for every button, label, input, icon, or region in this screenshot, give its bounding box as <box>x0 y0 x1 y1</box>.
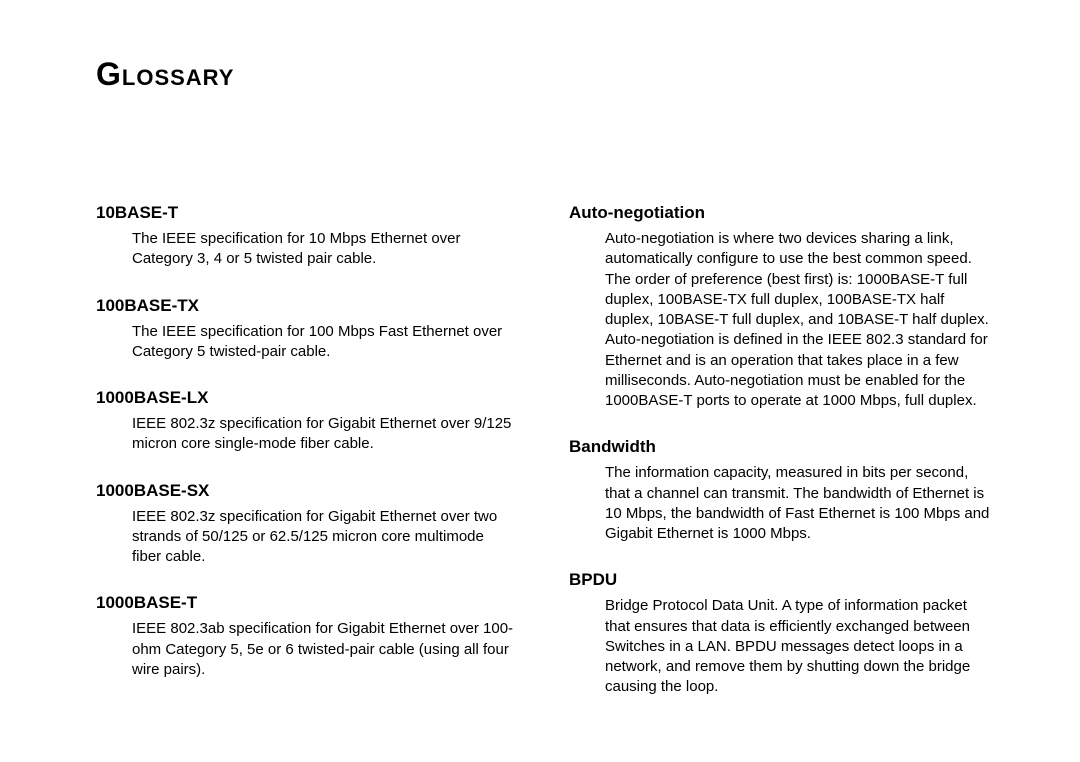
term-label: BPDU <box>569 570 990 590</box>
right-column: Auto-negotiation Auto-negotiation is whe… <box>569 203 990 724</box>
term-label: 1000BASE-SX <box>96 481 517 501</box>
glossary-entry: 1000BASE-LX IEEE 802.3z specification fo… <box>96 388 517 455</box>
glossary-entry: 1000BASE-SX IEEE 802.3z specification fo… <box>96 481 517 568</box>
page-title: Glossary <box>96 56 990 93</box>
term-label: Auto-negotiation <box>569 203 990 223</box>
term-label: 10BASE-T <box>96 203 517 223</box>
definition-text: The IEEE specification for 10 Mbps Ether… <box>96 229 517 270</box>
glossary-entry: 1000BASE-T IEEE 802.3ab specification fo… <box>96 593 517 680</box>
definition-text: IEEE 802.3ab specification for Gigabit E… <box>96 619 517 680</box>
glossary-entry: Auto-negotiation Auto-negotiation is whe… <box>569 203 990 411</box>
glossary-entry: Bandwidth The information capacity, meas… <box>569 437 990 544</box>
definition-text: Auto-negotiation is where two devices sh… <box>569 229 990 411</box>
glossary-entry: 10BASE-T The IEEE specification for 10 M… <box>96 203 517 270</box>
term-label: Bandwidth <box>569 437 990 457</box>
definition-text: IEEE 802.3z specification for Gigabit Et… <box>96 507 517 568</box>
glossary-entry: BPDU Bridge Protocol Data Unit. A type o… <box>569 570 990 697</box>
glossary-entry: 100BASE-TX The IEEE specification for 10… <box>96 296 517 363</box>
term-label: 1000BASE-T <box>96 593 517 613</box>
definition-text: IEEE 802.3z specification for Gigabit Et… <box>96 414 517 455</box>
term-label: 100BASE-TX <box>96 296 517 316</box>
definition-text: Bridge Protocol Data Unit. A type of inf… <box>569 596 990 697</box>
glossary-columns: 10BASE-T The IEEE specification for 10 M… <box>96 203 990 724</box>
definition-text: The IEEE specification for 100 Mbps Fast… <box>96 322 517 363</box>
definition-text: The information capacity, measured in bi… <box>569 463 990 544</box>
left-column: 10BASE-T The IEEE specification for 10 M… <box>96 203 517 724</box>
term-label: 1000BASE-LX <box>96 388 517 408</box>
